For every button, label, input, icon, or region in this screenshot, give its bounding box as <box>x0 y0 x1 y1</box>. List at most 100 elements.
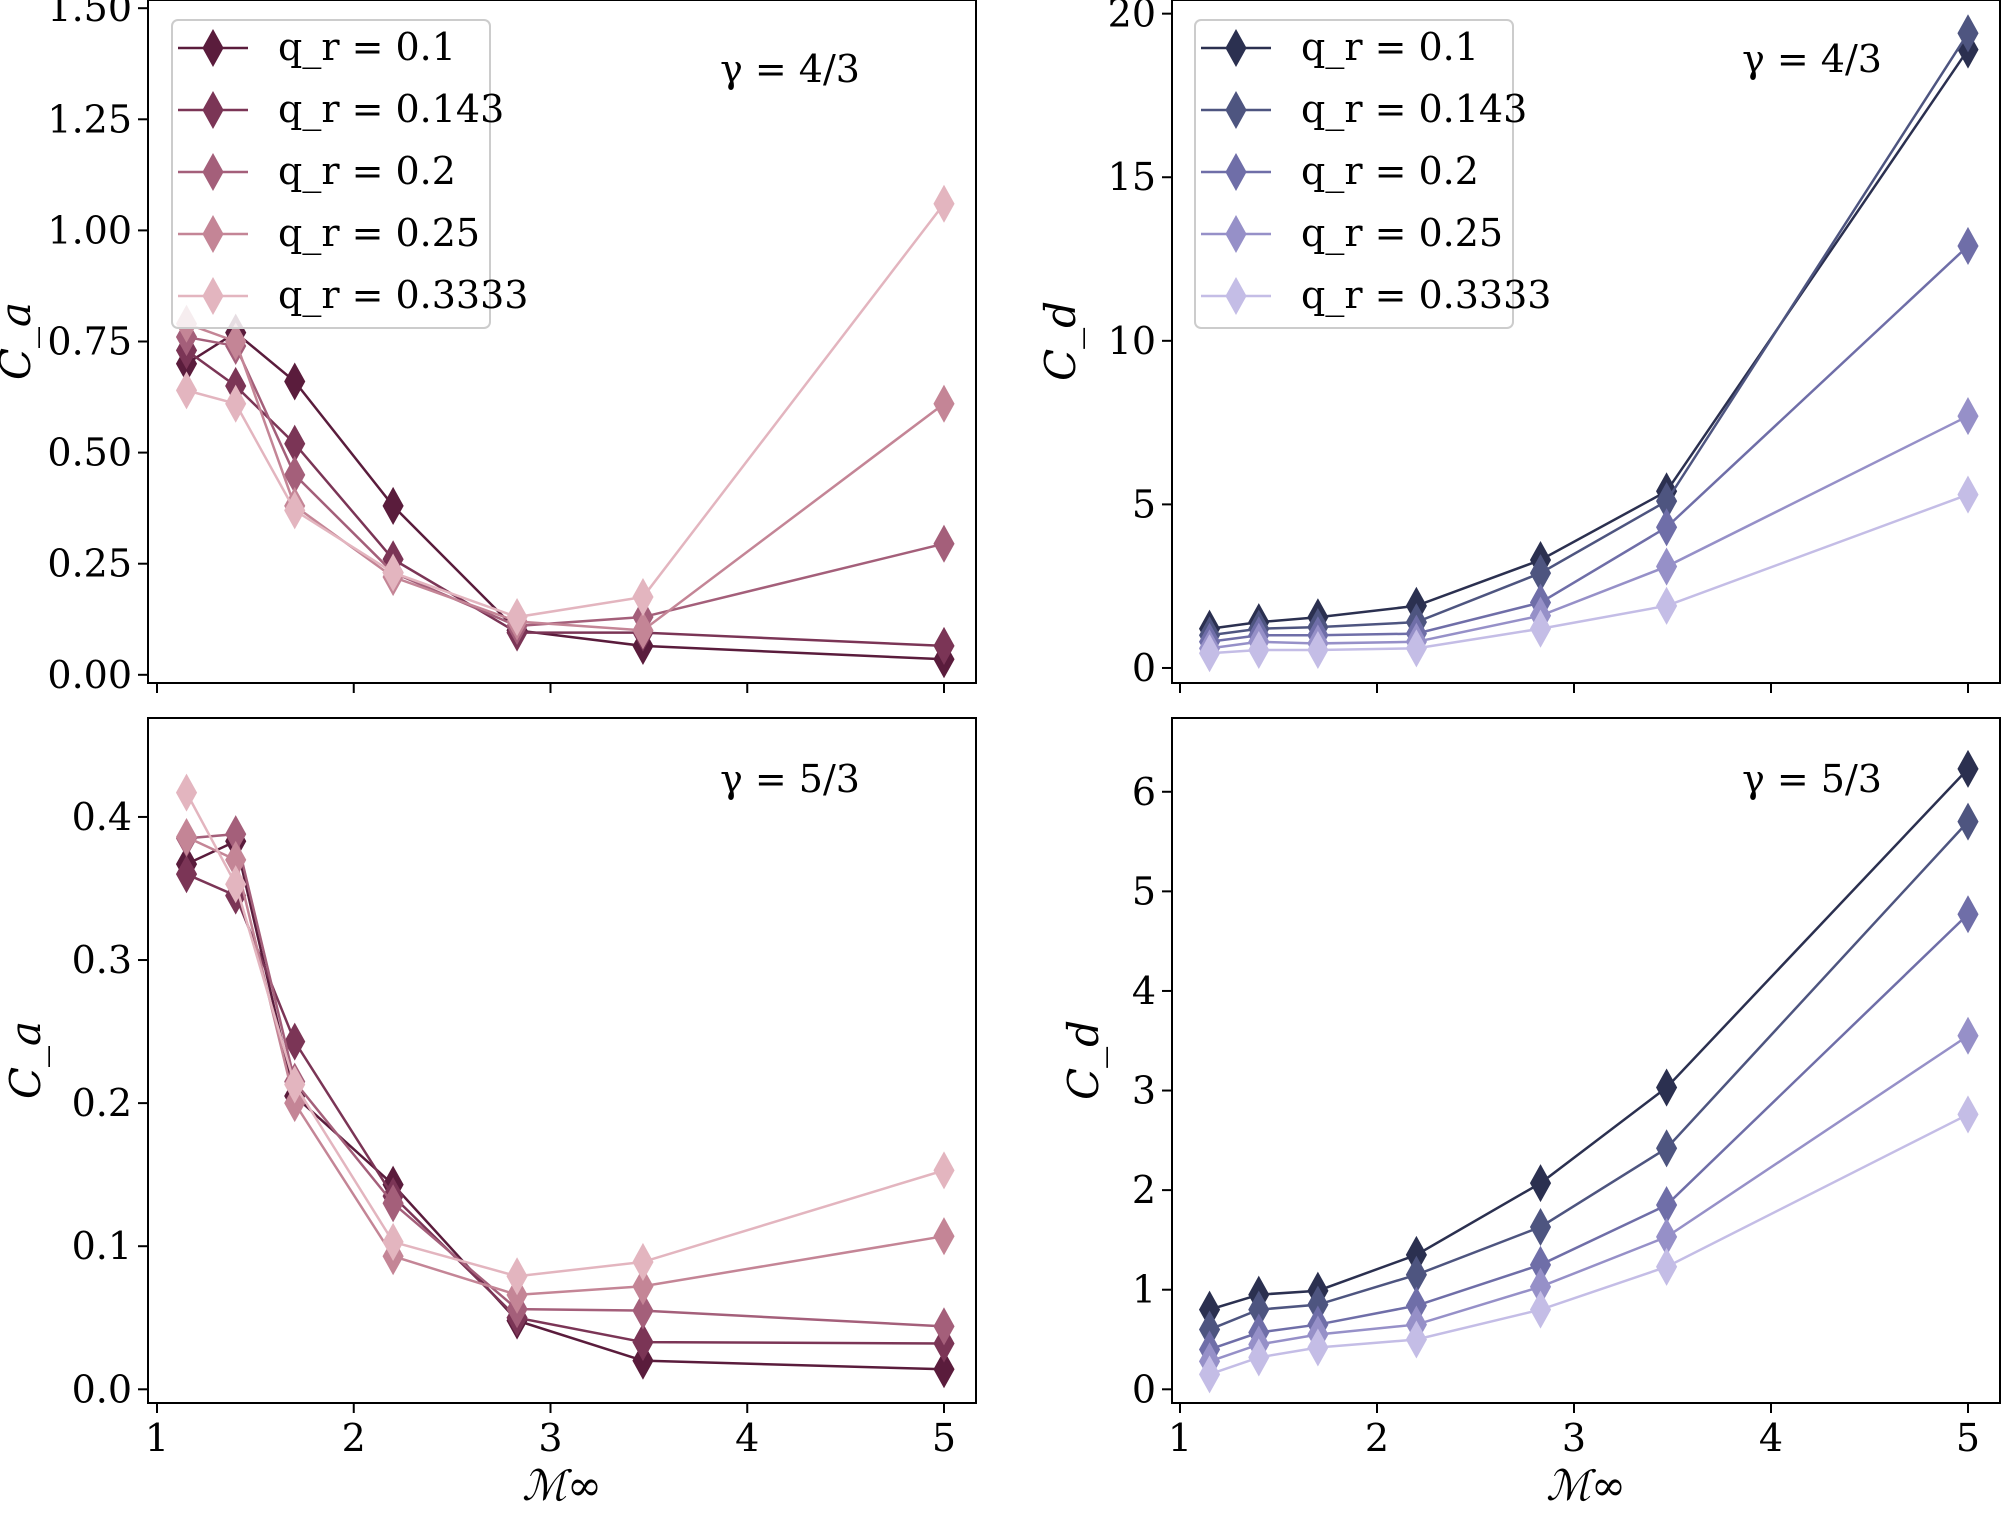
x-tick-label: 3 <box>1562 1416 1586 1460</box>
data-point <box>1957 14 1979 53</box>
y-tick-label: 0.1 <box>72 1224 132 1268</box>
data-point <box>1198 1355 1221 1394</box>
legend: q_r = 0.1 q_r = 0.143 q_r = 0.2 q_r = 0.… <box>171 19 528 329</box>
data-point <box>1656 1068 1678 1107</box>
legend-label: q_r = 0.3333 <box>278 273 528 318</box>
data-point <box>632 611 654 650</box>
y-tick-label: 6 <box>1132 770 1156 814</box>
data-point <box>1656 1247 1678 1286</box>
x-axis-label: ℳ∞ <box>522 1461 602 1510</box>
y-tick-label: 0.4 <box>72 795 132 839</box>
series-line <box>1209 768 1969 1311</box>
data-point <box>1198 634 1221 673</box>
y-tick-label: 0 <box>1132 646 1156 690</box>
data-point <box>382 553 404 592</box>
data-point <box>1957 226 1979 265</box>
data-point <box>225 865 247 904</box>
data-point <box>1405 629 1427 668</box>
data-point <box>933 1151 955 1190</box>
legend-label: q_r = 0.143 <box>278 87 504 132</box>
data-point <box>1656 586 1678 625</box>
data-point <box>1529 1164 1552 1203</box>
data-point <box>382 1222 404 1261</box>
data-point <box>1405 1320 1427 1359</box>
legend-label: q_r = 0.143 <box>1301 87 1527 132</box>
y-axis-label: C_a <box>1 1021 50 1099</box>
plot-frame <box>1171 717 2001 1404</box>
data-point <box>1957 1095 1979 1134</box>
data-point <box>1307 630 1329 670</box>
x-tick-label: 4 <box>1759 1416 1783 1460</box>
legend-label: q_r = 0.1 <box>1301 25 1479 70</box>
series-line <box>1209 820 1969 1331</box>
data-point <box>506 1257 528 1296</box>
legend-marker <box>1225 28 1247 68</box>
y-tick-label: 0.3 <box>72 938 132 982</box>
y-tick-label: 1.00 <box>47 208 132 252</box>
data-point <box>382 486 404 525</box>
data-point <box>632 1323 654 1362</box>
y-tick-label: 3 <box>1132 1069 1156 1113</box>
y-tick-label: 1.25 <box>47 97 132 141</box>
y-tick-label: 0.0 <box>72 1367 132 1411</box>
data-point <box>933 1350 955 1389</box>
legend-marker <box>202 28 224 68</box>
data-point <box>632 578 654 617</box>
data-point <box>175 773 198 812</box>
legend-marker <box>1225 90 1247 130</box>
data-point <box>1656 547 1678 586</box>
panel-top-left: 0.00 0.25 0.50 0.75 1.00 1.25 1.50 C_a γ = 4/3… <box>0 0 977 697</box>
data-point <box>225 322 247 361</box>
y-axis-label: C_d <box>1036 301 1085 381</box>
gamma-annotation: γ = 5/3 <box>720 757 860 801</box>
legend-label: q_r = 0.25 <box>1301 211 1503 256</box>
data-point <box>1529 1207 1552 1246</box>
y-tick-label: 0 <box>1132 1367 1156 1411</box>
legend-marker <box>202 276 224 316</box>
x-tick-label: 1 <box>1168 1416 1192 1460</box>
data-point <box>933 524 955 563</box>
data-point <box>933 626 955 665</box>
data-point <box>1957 475 1979 514</box>
data-point <box>933 184 955 223</box>
legend-label: q_r = 0.2 <box>278 149 456 194</box>
y-axis-label: C_d <box>1059 1020 1108 1100</box>
data-point <box>632 1267 654 1306</box>
data-point <box>1307 1328 1329 1367</box>
data-point <box>1248 630 1270 670</box>
y-tick-label: 0.50 <box>47 431 132 475</box>
y-tick-label: 15 <box>1108 155 1156 199</box>
data-point <box>1248 1338 1270 1377</box>
gamma-annotation: γ = 4/3 <box>720 47 860 91</box>
data-point <box>1656 1186 1678 1225</box>
x-axis-label: ℳ∞ <box>1546 1461 1626 1510</box>
y-tick-label: 4 <box>1132 969 1156 1013</box>
y-tick-label: 5 <box>1132 482 1156 526</box>
y-tick-label: 2 <box>1132 1168 1156 1212</box>
legend-marker <box>1225 276 1247 316</box>
data-point <box>1957 895 1979 934</box>
y-tick-label: 0.00 <box>47 653 132 697</box>
legend-box <box>1194 19 1514 329</box>
x-tick-label: 1 <box>145 1416 169 1460</box>
legend-box <box>171 19 491 329</box>
x-tick-label: 2 <box>342 1416 366 1460</box>
y-tick-label: 10 <box>1108 319 1156 363</box>
x-tick-label: 3 <box>538 1416 562 1460</box>
data-point <box>382 1184 404 1223</box>
series-line <box>185 835 945 1297</box>
data-point <box>284 362 306 401</box>
data-point <box>175 371 198 410</box>
y-tick-label: 1.50 <box>47 0 132 30</box>
data-point <box>1957 397 1979 436</box>
legend-label: q_r = 0.2 <box>1301 149 1479 194</box>
y-tick-label: 0.75 <box>47 320 132 364</box>
legend-marker <box>202 90 224 130</box>
y-tick-label: 5 <box>1132 869 1156 913</box>
data-point <box>1957 1016 1979 1055</box>
x-tick-label: 2 <box>1365 1416 1389 1460</box>
gamma-annotation: γ = 5/3 <box>1742 757 1882 801</box>
legend: q_r = 0.1 q_r = 0.143 q_r = 0.2 q_r = 0.… <box>1194 19 1551 329</box>
data-point <box>933 384 955 423</box>
